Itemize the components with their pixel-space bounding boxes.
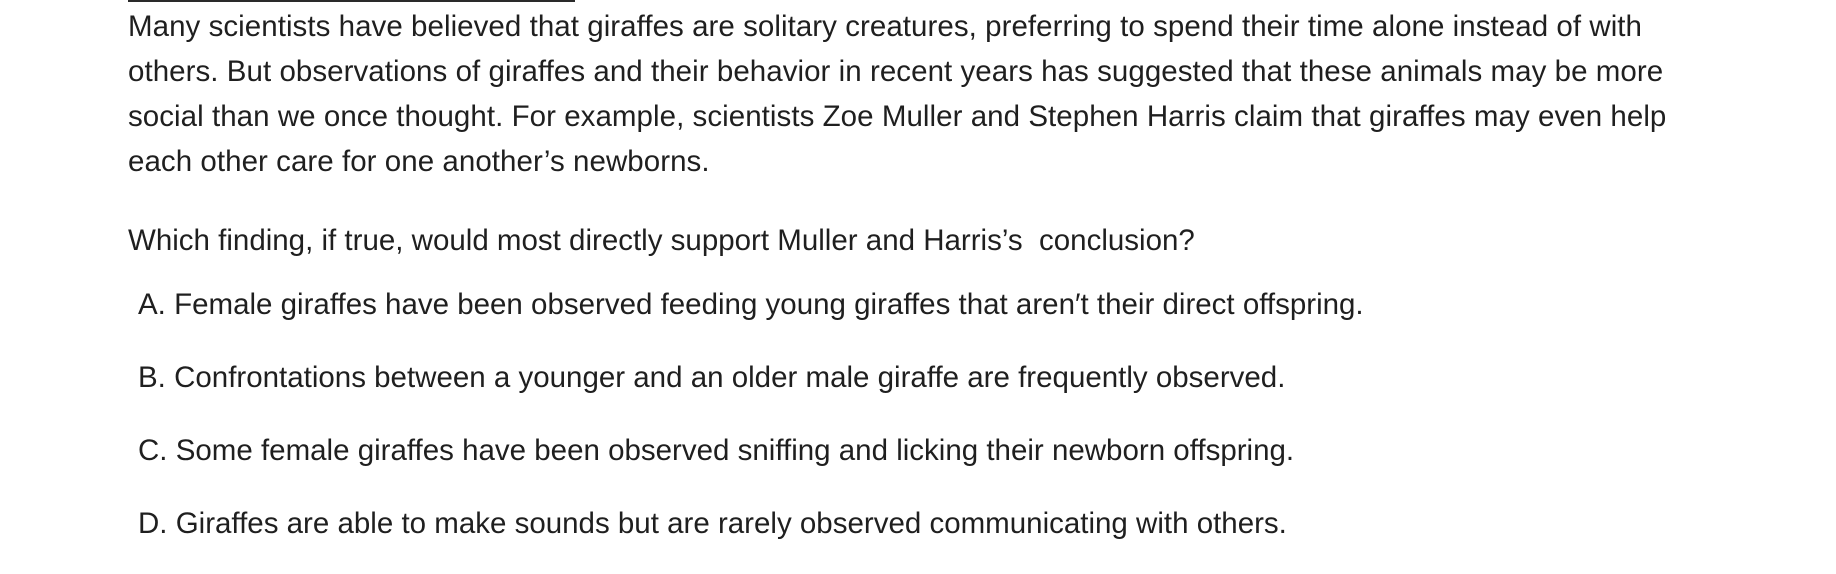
choice-letter: B. [138,361,166,394]
choice-text: Female giraffes have been observed feedi… [174,288,1364,321]
choice-a[interactable]: A. Female giraffes have been observed fe… [138,282,1364,355]
choice-letter: A. [138,288,166,321]
choice-text: Some female giraffes have been observed … [175,434,1295,467]
choice-c[interactable]: C. Some female giraffes have been observ… [138,428,1364,501]
answer-choices: A. Female giraffes have been observed fe… [138,282,1364,574]
choice-letter: C. [138,434,168,467]
choice-b[interactable]: B. Confrontations between a younger and … [138,355,1364,428]
choice-d[interactable]: D. Giraffes are able to make sounds but … [138,501,1364,574]
question-prompt: Which finding, if true, would most direc… [128,224,1195,257]
choice-text: Giraffes are able to make sounds but are… [175,507,1287,540]
choice-text: Confrontations between a younger and an … [174,361,1286,394]
passage-text: Many scientists have believed that giraf… [128,10,1667,178]
top-divider [128,0,575,2]
choice-letter: D. [138,507,168,540]
